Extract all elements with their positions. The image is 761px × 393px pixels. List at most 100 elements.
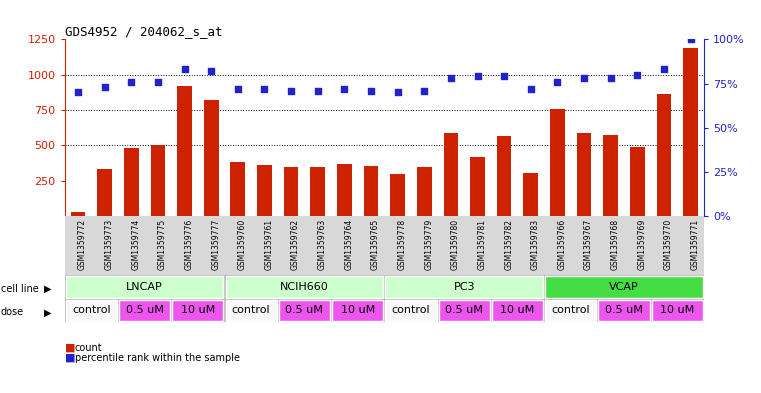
Text: GSM1359781: GSM1359781 [478,219,486,270]
Bar [225,299,277,321]
Text: percentile rank within the sample: percentile rank within the sample [75,353,240,363]
Text: GSM1359763: GSM1359763 [318,219,326,270]
Point [524,86,537,92]
Point [151,79,164,85]
Text: dose: dose [1,307,24,318]
Text: GSM1359770: GSM1359770 [664,219,673,270]
Point [231,86,244,92]
Bar [524,173,538,216]
Point [391,89,403,95]
Point [471,73,484,79]
Bar [284,167,298,216]
Point [285,87,297,94]
Text: GSM1359766: GSM1359766 [557,219,566,270]
Text: ▶: ▶ [44,307,52,318]
Bar [497,136,511,216]
Bar [119,299,170,321]
Bar [545,299,597,321]
Text: GSM1359771: GSM1359771 [690,219,699,270]
Bar [470,158,485,216]
Bar [225,276,384,298]
Bar [332,299,384,321]
Text: GSM1359778: GSM1359778 [397,219,406,270]
Bar [65,299,117,321]
Text: GSM1359777: GSM1359777 [211,219,220,270]
Text: GSM1359768: GSM1359768 [610,219,619,270]
Bar [65,276,224,298]
Text: 10 uM: 10 uM [660,305,695,316]
Point [98,84,111,90]
Bar [492,299,543,321]
Point [125,79,137,85]
Text: GSM1359769: GSM1359769 [637,219,646,270]
Bar [385,276,543,298]
Text: ▶: ▶ [44,284,52,294]
Bar [97,169,112,216]
Bar [231,162,245,216]
Point [631,72,643,78]
Text: control: control [232,305,270,316]
Bar [310,167,325,216]
Text: 10 uM: 10 uM [500,305,535,316]
Bar [177,86,192,216]
Text: control: control [72,305,110,316]
Point [684,36,696,42]
Bar [124,148,139,216]
Text: GDS4952 / 204062_s_at: GDS4952 / 204062_s_at [65,25,222,38]
Bar [364,166,378,216]
Text: VCAP: VCAP [609,282,639,292]
Bar [390,174,405,216]
Point [205,68,218,74]
Text: ■: ■ [65,353,75,363]
Text: NCIH660: NCIH660 [280,282,329,292]
Bar [385,299,437,321]
Text: 0.5 uM: 0.5 uM [445,305,483,316]
Text: GSM1359762: GSM1359762 [291,219,300,270]
Point [258,86,271,92]
Point [658,66,670,72]
Point [551,79,563,85]
Bar [651,299,703,321]
Point [578,75,590,81]
Point [444,75,457,81]
Text: GSM1359760: GSM1359760 [237,219,247,270]
Text: GSM1359780: GSM1359780 [451,219,460,270]
Bar [444,133,458,216]
Point [178,66,190,72]
Text: 0.5 uM: 0.5 uM [605,305,643,316]
Point [72,89,84,95]
Bar [172,299,224,321]
Text: count: count [75,343,102,353]
Point [419,87,431,94]
Bar [257,165,272,216]
Bar [438,299,490,321]
Text: PC3: PC3 [454,282,475,292]
Text: 0.5 uM: 0.5 uM [285,305,323,316]
Bar [630,147,645,216]
Bar [683,48,698,216]
Bar [151,145,165,216]
Bar [550,109,565,216]
Point [604,75,616,81]
Text: GSM1359764: GSM1359764 [344,219,353,270]
Text: control: control [552,305,590,316]
Bar [577,133,591,216]
Text: ■: ■ [65,343,75,353]
Bar [71,212,85,216]
Point [338,86,350,92]
Text: GSM1359761: GSM1359761 [265,219,273,270]
Point [312,87,324,94]
Text: GSM1359782: GSM1359782 [504,219,513,270]
Text: GSM1359783: GSM1359783 [530,219,540,270]
Point [498,73,510,79]
Text: LNCAP: LNCAP [126,282,163,292]
Text: GSM1359779: GSM1359779 [425,219,433,270]
Bar [204,100,218,216]
Bar [598,299,650,321]
Text: GSM1359765: GSM1359765 [371,219,380,270]
Bar [657,94,671,216]
Bar [545,276,703,298]
Point [365,87,377,94]
Text: GSM1359774: GSM1359774 [131,219,140,270]
Text: control: control [392,305,430,316]
